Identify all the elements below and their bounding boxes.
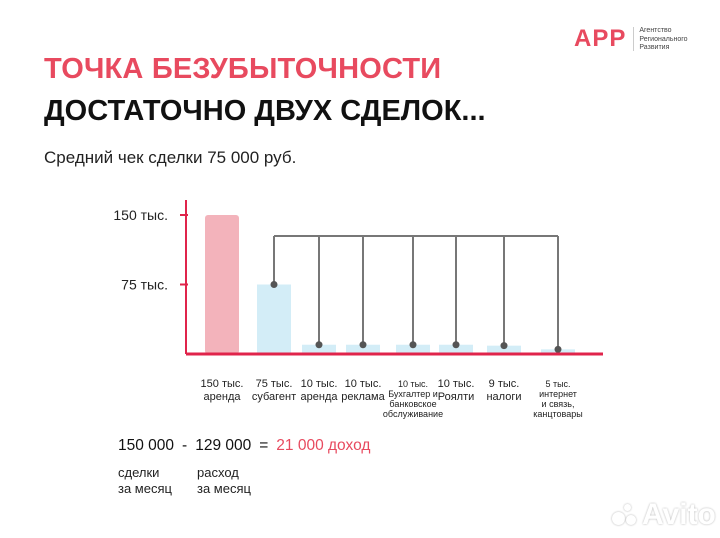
logo-sub-line-1: Агентство	[639, 27, 672, 34]
bar-expense-6	[487, 345, 521, 354]
connector-dot-3	[359, 341, 367, 349]
avito-wordmark: Avito	[642, 498, 716, 531]
caption-deals: сделки за месяц	[118, 465, 172, 496]
x-tick-label-2: 10 тыс. аренда	[301, 378, 339, 403]
x-tick-label-0: 150 тыс. аренда	[201, 378, 244, 403]
x-tick-label-1: 75 тыс. субагент	[252, 378, 296, 403]
y-tick-label-0: 150 тыс.	[113, 207, 168, 223]
formula-income: 150 000	[118, 437, 175, 454]
bar-expense-5	[439, 344, 473, 354]
connector-dot-5	[452, 341, 460, 349]
logo-sub-line-2: Регионального	[639, 35, 688, 43]
connector-dot-1	[270, 281, 278, 288]
connector-dot-4	[409, 341, 417, 349]
x-tick-label-7: 5 тыс. интернет и связь, канцтовары	[533, 379, 582, 419]
x-tick-label-6: 9 тыс. налоги	[486, 378, 521, 403]
bar-expense-1	[257, 284, 291, 354]
y-tick-label-1: 75 тыс.	[121, 277, 168, 293]
logo-subtitle: Агентство Регионального Развития	[639, 27, 687, 53]
formula-equals: =	[259, 437, 269, 454]
logo-mark: АРР	[574, 25, 627, 52]
logo-divider	[633, 27, 635, 51]
bar-income	[205, 215, 239, 354]
connector-dot-6	[500, 342, 508, 350]
caption-expense: расход за месяц	[197, 465, 251, 496]
page-title: ТОЧКА БЕЗУБЫТОЧНОСТИ	[44, 53, 442, 85]
x-tick-label-3: 10 тыс. реклама	[341, 378, 385, 403]
bar-expense-4	[396, 344, 430, 354]
formula: 150 000 - 129 000 = 21 000 доход	[118, 437, 370, 455]
formula-result: 21 000 доход	[276, 437, 371, 454]
formula-expense: 129 000	[195, 437, 252, 454]
avito-watermark: Avito	[612, 498, 716, 532]
x-tick-label-4: 10 тыс. Бухгалтер и банковское обслуживание	[383, 379, 443, 419]
x-tick-label-5: 10 тыс. Роялти	[438, 378, 475, 403]
connector-dot-7	[554, 345, 562, 353]
logo: АРР Агентство Регионального Развития	[574, 27, 688, 53]
formula-minus: -	[182, 437, 188, 454]
avito-dots-icon	[612, 504, 638, 526]
page-subtitle: Средний чек сделки 75 000 руб.	[44, 148, 297, 167]
page-title-line-2: ДОСТАТОЧНО ДВУХ СДЕЛОК...	[44, 95, 486, 127]
logo-sub-line-3: Развития	[639, 44, 670, 51]
bar-expense-3	[346, 344, 380, 354]
bar-expense-2	[302, 344, 336, 354]
connector-dot-2	[315, 341, 323, 349]
